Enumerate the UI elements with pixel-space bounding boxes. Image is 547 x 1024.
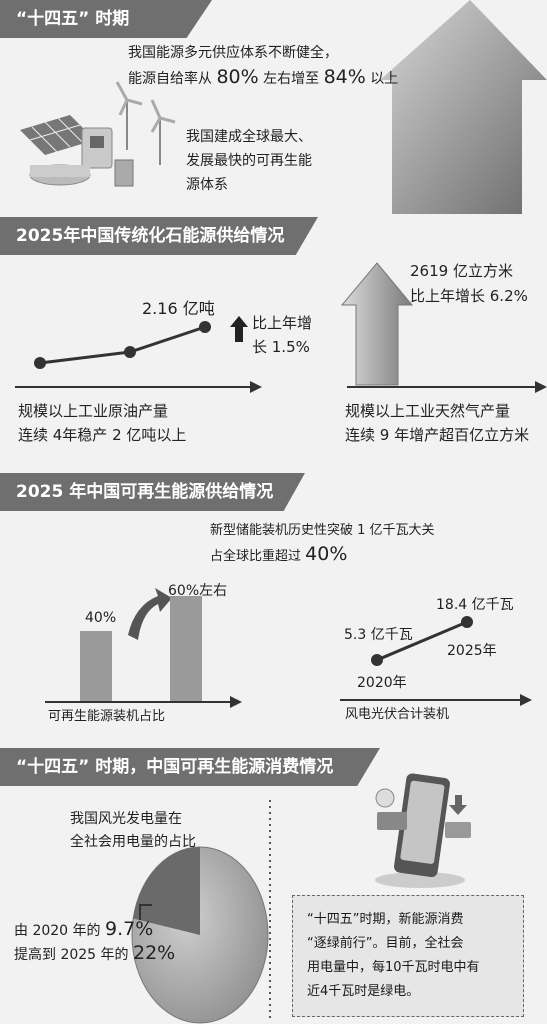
gas-up-arrow-icon <box>340 262 414 386</box>
pv-axis-label: 风电光伏合计装机 <box>345 707 450 722</box>
note-line1: “十四五”时期，新能源消费 <box>307 912 464 927</box>
oil-point <box>124 346 136 358</box>
pv-value-2025: 18.4 亿千瓦 <box>436 597 514 613</box>
note-line3: 用电量中，每10千瓦时电中有 <box>307 960 480 975</box>
pie-caption-line2: 全社会用电量的占比 <box>70 834 196 850</box>
capacity-bar <box>170 596 202 701</box>
bar-axis-label: 可再生能源装机占比 <box>48 709 166 724</box>
pie-to-value: 22% <box>132 942 176 964</box>
renewable-system-line3: 源体系 <box>186 177 228 193</box>
section4-banner: “十四五” 时期，中国可再生能源消费情况 <box>0 748 380 786</box>
pv-trend-line <box>376 620 468 662</box>
ratio-suffix: 以上 <box>365 71 399 87</box>
section1-banner: “十四五” 时期 <box>0 0 212 38</box>
energy-illustration-icon <box>20 81 176 187</box>
oil-point <box>199 321 211 333</box>
growth-arrow-icon <box>380 0 547 214</box>
phone-illustration-icon <box>375 773 471 888</box>
renewable-system-line1: 我国建成全球最大、 <box>186 129 312 145</box>
pie-from-value: 9.7% <box>104 918 154 940</box>
bar-label-left: 40% <box>85 610 117 626</box>
oil-point <box>34 357 46 369</box>
storage-line2-prefix: 占全球比重超过 <box>210 549 306 564</box>
section2-banner: 2025年中国传统化石能源供给情况 <box>0 217 318 255</box>
pie-caption-line1: 我国风光发电量在 <box>70 811 182 827</box>
pie-from-line: 由 2020 年的 9.7% <box>14 918 153 942</box>
bar-label-right: 60%左右 <box>168 583 228 599</box>
note-line2: “逐绿前行”。目前，全社会 <box>307 936 464 951</box>
pie-slice-green-power <box>133 847 200 935</box>
pie-from-prefix: 由 2020 年的 <box>14 923 105 939</box>
gas-value: 2619 亿立方米 <box>410 262 513 280</box>
pv-axis-arrow-icon <box>520 694 532 706</box>
ratio-prefix: 能源自给率从 <box>128 71 217 87</box>
ratio-mid: 左右增至 <box>258 71 324 87</box>
oil-growth-line1: 比上年增 <box>252 314 313 332</box>
pv-year-2025: 2025年 <box>447 643 497 659</box>
bar-growth-arrow-icon <box>128 588 172 640</box>
pv-point <box>371 654 383 666</box>
oil-growth-line2: 长 1.5% <box>252 338 310 356</box>
pv-series <box>371 616 473 666</box>
gas-label-line2: 连续 9 年增产超百亿立方米 <box>345 426 530 444</box>
bar-axis-arrow-icon <box>230 696 242 708</box>
note-line4: 近4千瓦时是绿电。 <box>307 984 420 999</box>
consumption-note-box: “十四五”时期，新能源消费 “逐绿前行”。目前，全社会 用电量中，每10千瓦时电… <box>292 895 524 1017</box>
pv-value-2020: 5.3 亿千瓦 <box>344 627 413 643</box>
renewable-system-line2: 发展最快的可再生能 <box>186 153 312 169</box>
pie-leader-line <box>139 904 152 920</box>
gas-axis-arrow-icon <box>535 381 547 393</box>
capacity-bar <box>80 631 112 701</box>
oil-axis-arrow-icon <box>250 381 262 393</box>
section3-banner: 2025 年中国可再生能源供给情况 <box>0 473 305 511</box>
oil-label-line1: 规模以上工业原油产量 <box>18 402 169 420</box>
share-pie <box>131 846 269 1024</box>
storage-line2: 占全球比重超过 40% <box>210 543 347 568</box>
oil-trend-line <box>39 325 206 365</box>
oil-up-arrow-icon <box>230 316 248 342</box>
pv-year-2020: 2020年 <box>357 675 407 691</box>
storage-line1: 新型储能装机历史性突破 1 亿千瓦大关 <box>210 523 435 538</box>
pie-to-prefix: 提高到 2025 年的 <box>14 947 133 963</box>
pv-point <box>461 616 473 628</box>
ratio-from: 80% <box>216 66 259 88</box>
oil-label-line2: 连续 4年稳产 2 亿吨以上 <box>18 426 187 444</box>
oil-value: 2.16 亿吨 <box>142 299 215 318</box>
self-sufficiency-line1: 我国能源多元供应体系不断健全， <box>128 45 338 61</box>
gas-label-line1: 规模以上工业天然气产量 <box>345 402 511 420</box>
gas-growth: 比上年增长 6.2% <box>410 287 528 305</box>
pie-to-line: 提高到 2025 年的 22% <box>14 942 175 966</box>
storage-share-value: 40% <box>305 543 348 565</box>
self-sufficiency-line2: 能源自给率从 80% 左右增至 84% 以上 <box>128 66 398 90</box>
ratio-to: 84% <box>323 66 366 88</box>
